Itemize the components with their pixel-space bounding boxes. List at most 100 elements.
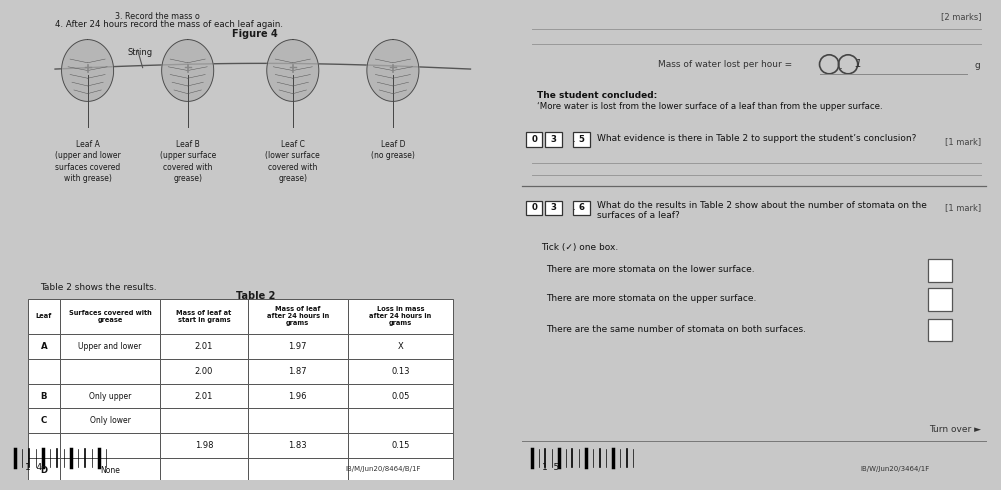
Text: 1.83: 1.83 [288, 441, 307, 450]
Bar [28, 384, 60, 409]
Text: IB/M/Jun20/8464/B/1F: IB/M/Jun20/8464/B/1F [345, 466, 420, 472]
Text: [1 mark]: [1 mark] [945, 137, 982, 147]
Text: D: D [40, 466, 47, 475]
Text: 0: 0 [532, 135, 538, 144]
Text: Leaf B
(upper surface
covered with
grease): Leaf B (upper surface covered with greas… [159, 140, 216, 183]
Bar [160, 334, 248, 359]
Bar [928, 318, 953, 342]
Text: 6: 6 [579, 203, 585, 212]
Text: 1.98: 1.98 [195, 441, 213, 450]
Text: 1.96: 1.96 [288, 392, 307, 400]
Text: 1: 1 [855, 59, 862, 69]
Polygon shape [367, 40, 418, 101]
Text: None: None [100, 466, 120, 475]
Text: Tick (✓) one box.: Tick (✓) one box. [542, 243, 619, 251]
Text: Leaf D
(no grease): Leaf D (no grease) [371, 140, 414, 160]
Bar [160, 433, 248, 458]
Text: [1 mark]: [1 mark] [945, 203, 982, 212]
Bar [248, 458, 348, 483]
Bar [160, 359, 248, 384]
Text: ‘More water is lost from the lower surface of a leaf than from the upper surface: ‘More water is lost from the lower surfa… [537, 102, 882, 111]
Bar [348, 334, 452, 359]
Bar [60, 409, 160, 433]
Text: Upper and lower: Upper and lower [78, 342, 142, 351]
Bar [60, 384, 160, 409]
Bar [60, 433, 160, 458]
Bar [60, 458, 160, 483]
Text: B: B [41, 392, 47, 400]
Text: 2.01: 2.01 [195, 392, 213, 400]
Text: The student concluded:: The student concluded: [537, 92, 657, 100]
Text: 1  4: 1 4 [25, 463, 42, 472]
Bar [348, 458, 452, 483]
Text: C: C [41, 416, 47, 425]
Text: There are the same number of stomata on both surfaces.: There are the same number of stomata on … [547, 324, 807, 334]
Text: 1.87: 1.87 [288, 367, 307, 376]
Bar [348, 433, 452, 458]
Text: Mass of leaf
after 24 hours in
grams: Mass of leaf after 24 hours in grams [266, 306, 329, 326]
Bar [928, 288, 953, 311]
Bar [28, 334, 60, 359]
Bar [248, 384, 348, 409]
Text: 0: 0 [532, 203, 538, 212]
Bar [28, 458, 60, 483]
Text: 0.05: 0.05 [391, 392, 409, 400]
Bar [546, 201, 562, 215]
Text: 3: 3 [551, 203, 557, 212]
Text: Leaf: Leaf [36, 314, 52, 319]
Text: Only lower: Only lower [90, 416, 130, 425]
Bar [348, 409, 452, 433]
Bar [160, 384, 248, 409]
Text: Table 2: Table 2 [235, 291, 275, 301]
Bar [60, 334, 160, 359]
Bar [28, 298, 60, 334]
Text: String: String [128, 48, 153, 57]
Text: Only upper: Only upper [89, 392, 131, 400]
Text: [2 marks]: [2 marks] [941, 12, 982, 21]
Text: X: X [397, 342, 403, 351]
Text: 2.01: 2.01 [195, 342, 213, 351]
Bar [348, 359, 452, 384]
Bar [160, 409, 248, 433]
Bar [248, 334, 348, 359]
Text: Figure 4: Figure 4 [232, 28, 278, 39]
Polygon shape [162, 40, 213, 101]
Text: 0.13: 0.13 [391, 367, 409, 376]
Text: 4. After 24 hours record the mass of each leaf again.: 4. After 24 hours record the mass of eac… [55, 20, 283, 29]
Text: Surfaces covered with
grease: Surfaces covered with grease [69, 310, 151, 323]
Text: A: A [40, 342, 47, 351]
Text: .: . [838, 59, 842, 72]
Text: There are more stomata on the upper surface.: There are more stomata on the upper surf… [547, 294, 757, 303]
Bar [60, 359, 160, 384]
Bar [60, 298, 160, 334]
Text: What do the results in Table 2 show about the number of stomata on the
surfaces : What do the results in Table 2 show abou… [598, 201, 927, 220]
Bar [248, 298, 348, 334]
Text: There are more stomata on the lower surface.: There are more stomata on the lower surf… [547, 265, 755, 274]
Bar [574, 132, 590, 147]
Text: 1  5: 1 5 [542, 463, 559, 472]
Text: 5: 5 [579, 135, 585, 144]
Bar [348, 298, 452, 334]
Text: Leaf A
(upper and lower
surfaces covered
with grease): Leaf A (upper and lower surfaces covered… [55, 140, 120, 183]
Polygon shape [62, 40, 113, 101]
Bar [527, 201, 543, 215]
Bar [248, 409, 348, 433]
Bar [28, 409, 60, 433]
Text: 3: 3 [551, 135, 557, 144]
Text: Mass of leaf at
start in grams: Mass of leaf at start in grams [176, 310, 231, 323]
Bar [546, 132, 562, 147]
Text: Leaf C
(lower surface
covered with
grease): Leaf C (lower surface covered with greas… [265, 140, 320, 183]
Text: .: . [572, 135, 575, 144]
Bar [248, 433, 348, 458]
Text: Table 2 shows the results.: Table 2 shows the results. [40, 283, 157, 292]
Text: Turn over ►: Turn over ► [930, 425, 982, 434]
Text: 2.00: 2.00 [195, 367, 213, 376]
Text: Mass of water lost per hour =: Mass of water lost per hour = [658, 60, 792, 69]
Bar [160, 458, 248, 483]
Text: .: . [572, 203, 575, 212]
Bar [574, 201, 590, 215]
Text: 3. Record the mass o: 3. Record the mass o [115, 12, 200, 21]
Bar [28, 359, 60, 384]
Bar [527, 132, 543, 147]
Polygon shape [267, 40, 318, 101]
